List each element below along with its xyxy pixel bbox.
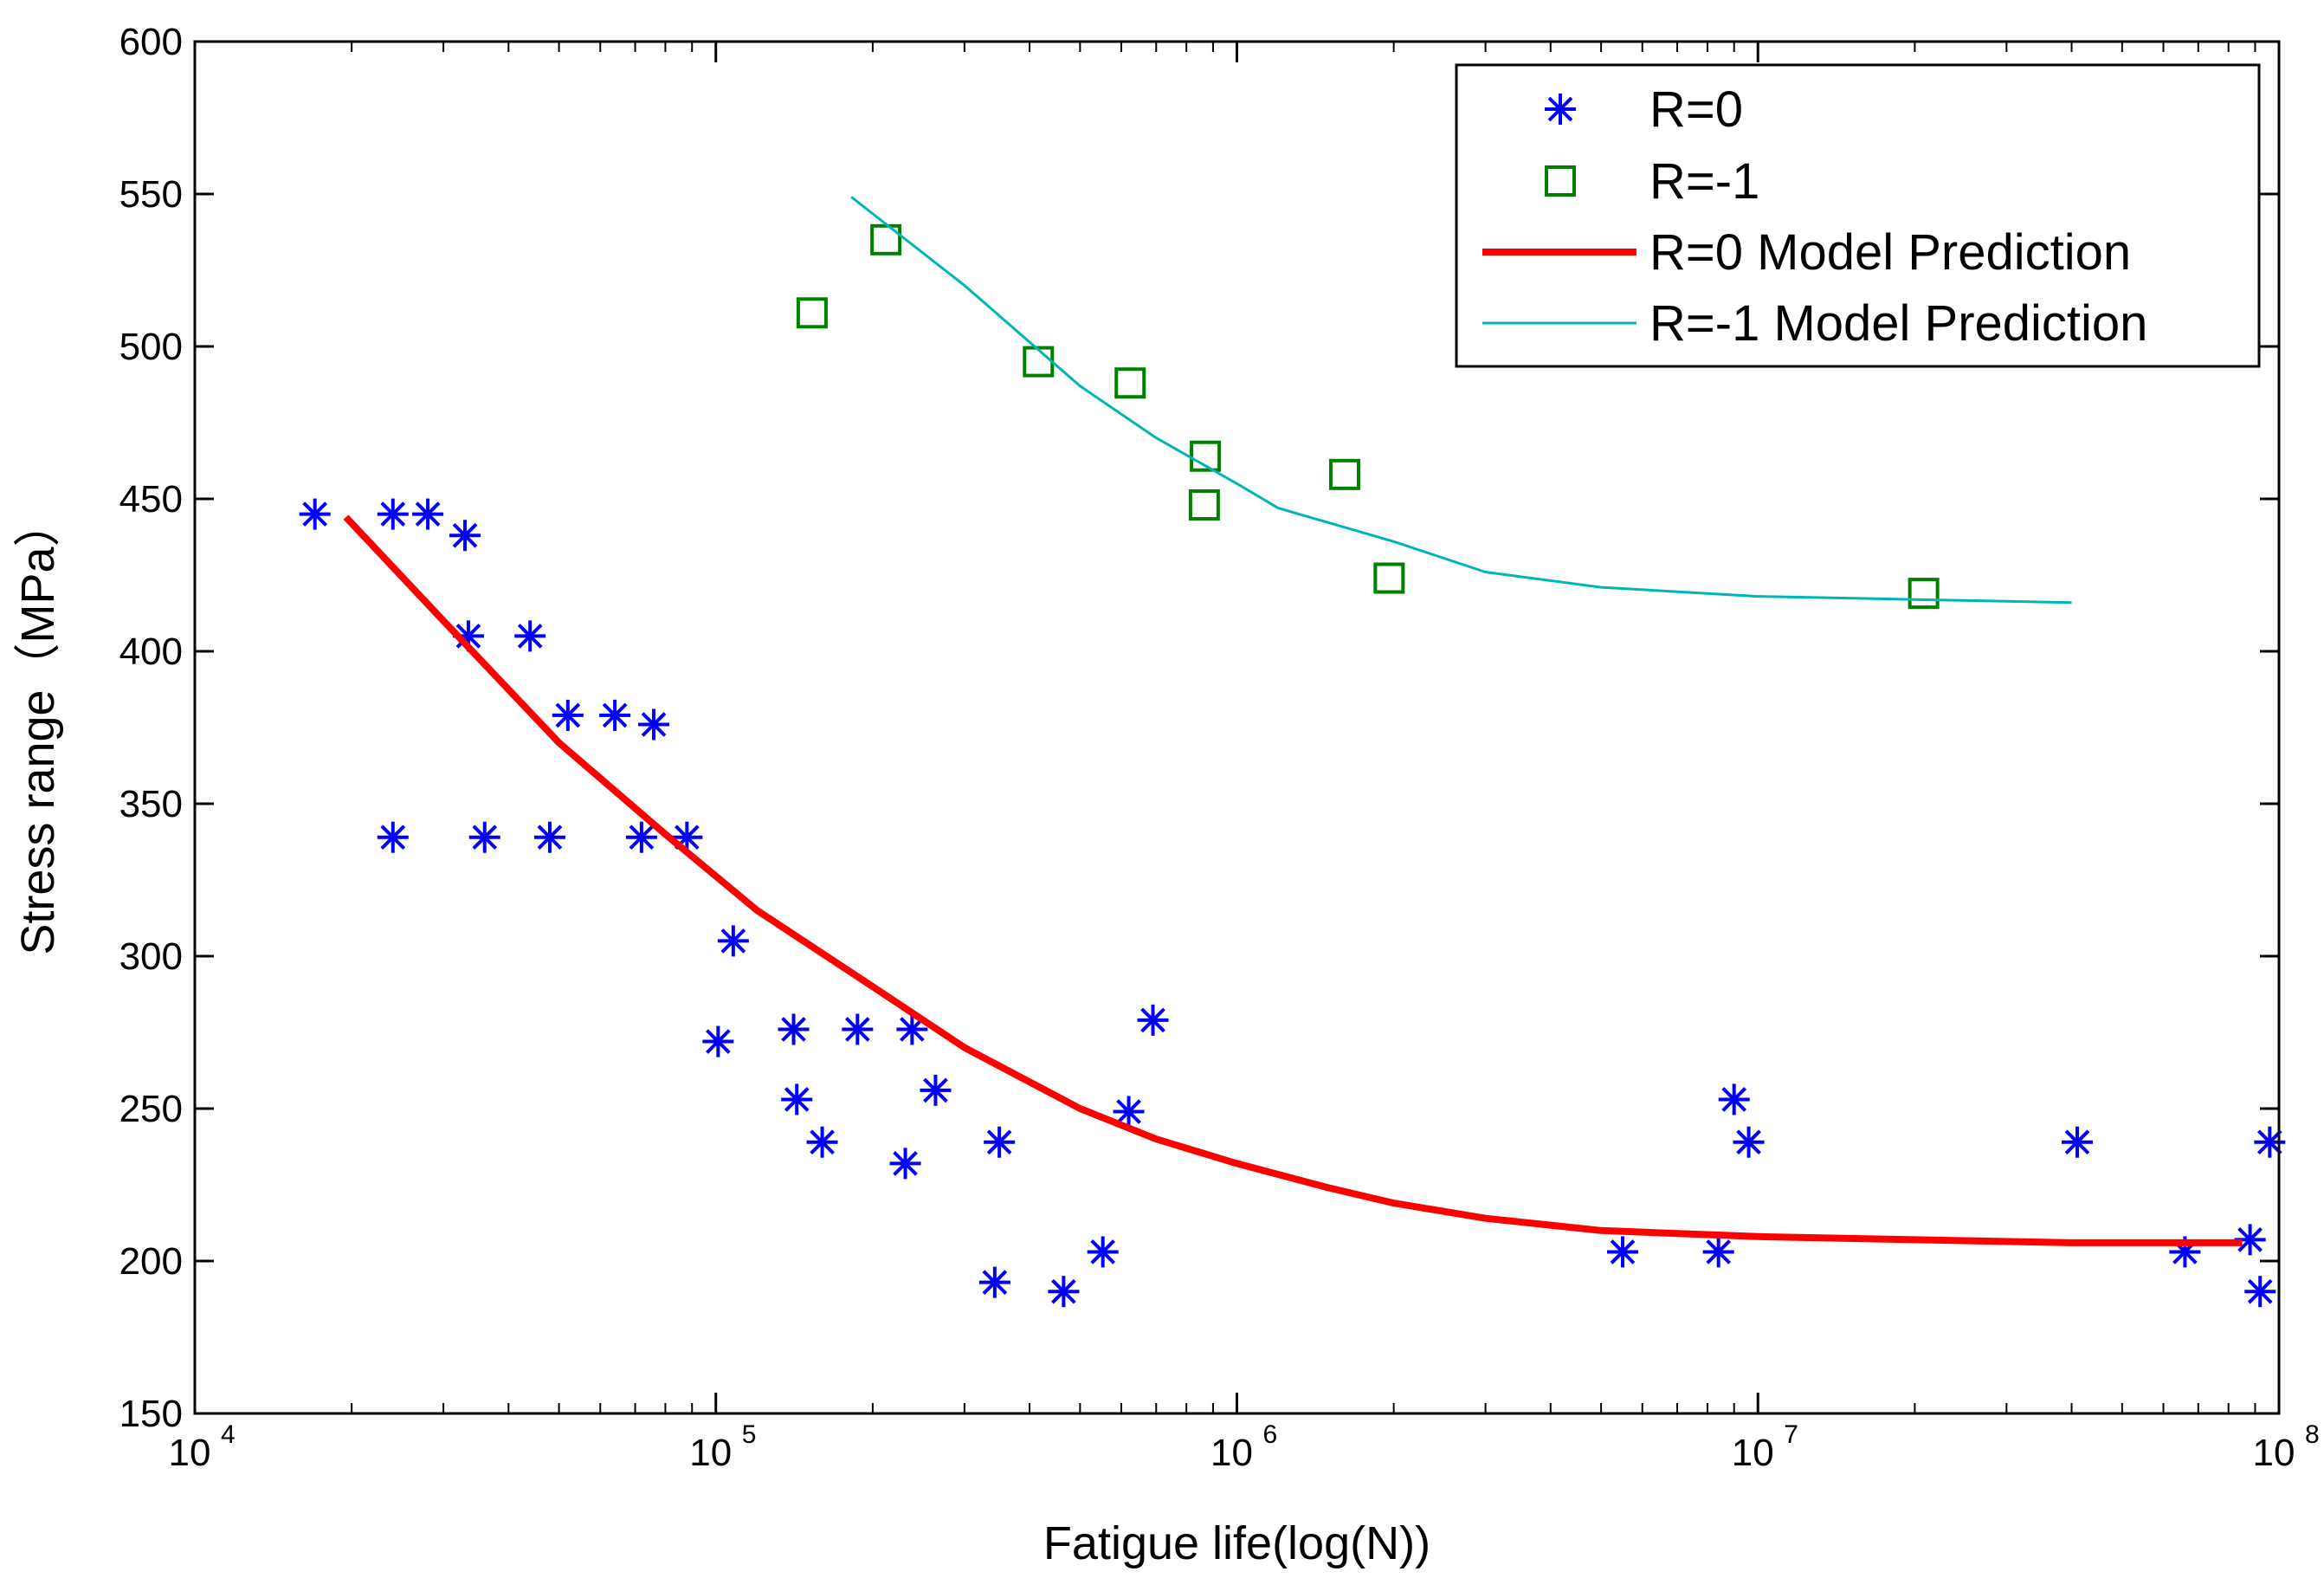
r0-point (599, 699, 631, 731)
r0-point (1137, 1004, 1169, 1036)
r0-point (806, 1126, 838, 1158)
y-tick-label: 150 (119, 1393, 183, 1435)
y-tick-label: 400 (119, 631, 183, 673)
legend-label: R=0 (1649, 81, 1743, 138)
r0-point (533, 821, 565, 853)
series-layer (299, 196, 2286, 1308)
series-4 (850, 196, 2072, 605)
r-1-point (1373, 562, 1405, 594)
y-tick-label: 600 (119, 21, 183, 63)
legend-label: R=-1 (1649, 153, 1759, 210)
r0-point (468, 821, 500, 853)
x-tick-label: 10 (689, 1432, 732, 1474)
r0-point (449, 520, 481, 552)
legend-marker-r0 (1545, 94, 1576, 125)
x-tick-exponent: 4 (221, 1420, 236, 1449)
legend-box (1455, 63, 2261, 368)
x-tick-label: 10 (169, 1432, 211, 1474)
r0-point (984, 1126, 1016, 1158)
x-tick-exponent: 5 (742, 1420, 757, 1449)
r0-point (1048, 1276, 1080, 1308)
legend-label: R=0 Model Prediction (1649, 224, 2131, 281)
y-tick-label: 200 (119, 1240, 183, 1283)
y-tick-label: 500 (119, 326, 183, 368)
r0-point (1607, 1236, 1639, 1268)
r-1-point (1908, 578, 1940, 610)
r0-point (552, 699, 584, 731)
legend-label: R=-1 Model Prediction (1649, 295, 2147, 352)
r0-point (625, 821, 657, 853)
legend-marker-r-1 (1545, 165, 1576, 197)
series-3 (343, 514, 2243, 1246)
y-axis-label: Stress range（MPa） (12, 500, 64, 954)
y-tick-label: 450 (119, 478, 183, 521)
x-tick-label: 10 (1210, 1432, 1253, 1474)
r0-point (778, 1013, 810, 1045)
r0-point (299, 498, 331, 530)
x-tick-exponent: 8 (2305, 1420, 2320, 1449)
r0-point (2244, 1276, 2276, 1308)
r0-point (702, 1025, 734, 1057)
r0-point (842, 1013, 874, 1045)
r0-point (1718, 1083, 1750, 1116)
r0-point (889, 1148, 921, 1180)
x-tick-label: 10 (1732, 1432, 1774, 1474)
r0-point (1733, 1126, 1765, 1158)
r-1-point (1188, 489, 1220, 521)
r-1-point (1114, 367, 1146, 399)
legend: R=0 R=-1 R=0 Model Prediction R=-1 Model Pr… (1455, 63, 2261, 368)
r0-point (896, 1013, 928, 1045)
r0-point (638, 708, 670, 740)
x-tick-exponent: 7 (1784, 1420, 1798, 1449)
r0-point (1087, 1236, 1119, 1268)
r0-model-line (343, 514, 2243, 1246)
r0-point (717, 925, 749, 957)
r0-point (377, 498, 409, 530)
r0-point (377, 821, 409, 853)
y-tick-label: 250 (119, 1088, 183, 1130)
r0-point (412, 498, 444, 530)
r0-point (514, 620, 546, 652)
r0-point (2061, 1126, 2093, 1158)
r0-point (1113, 1096, 1145, 1128)
r-1-point (796, 297, 828, 329)
y-tick-label: 550 (119, 173, 183, 216)
r-1-point (870, 223, 902, 255)
r0-point (781, 1083, 813, 1116)
y-tick-label: 300 (119, 935, 183, 978)
y-tick-label: 350 (119, 783, 183, 825)
x-axis-label: Fatigue life(log(N)) (1043, 1517, 1430, 1569)
x-tick-exponent: 6 (1263, 1420, 1278, 1449)
r0-point (978, 1266, 1010, 1298)
x-tick-label: 10 (2253, 1432, 2295, 1474)
r-1-point (1328, 458, 1360, 490)
r0-point (920, 1074, 952, 1106)
r-1-model-line (850, 196, 2072, 605)
series-1 (299, 498, 2286, 1308)
r-1-point (1190, 440, 1222, 472)
r0-point (1702, 1236, 1734, 1268)
